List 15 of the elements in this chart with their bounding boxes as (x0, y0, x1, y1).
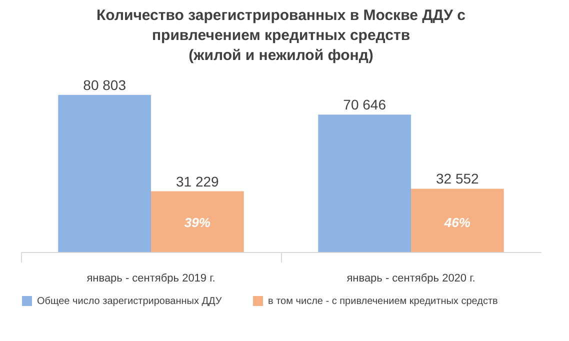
data-label: 80 803 (83, 76, 126, 93)
chart-title: Количество зарегистрированных в Москве ДДУ с привлечением кредитных средств (жилой и нежилой фонд) (96, 7, 466, 64)
data-label: 70 646 (343, 96, 386, 113)
bar (151, 191, 244, 252)
x-tick-label: январь - сентябрь 2019 г. (86, 272, 216, 284)
annotation: 39% (184, 214, 211, 230)
bar (58, 94, 151, 252)
x-tick-label: январь - сентябрь 2020 г. (346, 272, 476, 284)
data-label: 31 229 (176, 173, 220, 190)
legend-label: Общее число зарегистрированных ДДУ (37, 296, 222, 307)
data-label: 32 552 (436, 170, 480, 187)
bar (318, 114, 411, 252)
annotation: 46% (443, 214, 471, 230)
bar (411, 188, 504, 252)
legend-label: в том числе - с привлечением кредитных средств (268, 296, 498, 307)
